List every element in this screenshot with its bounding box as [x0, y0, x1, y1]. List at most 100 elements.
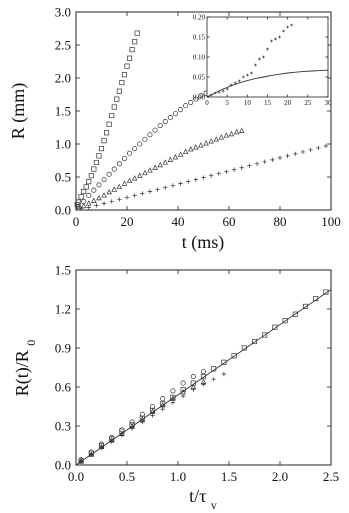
data-point-plus [282, 29, 286, 33]
data-point-circle [160, 396, 166, 402]
data-point-square [83, 184, 89, 190]
data-point-triangle [188, 146, 194, 152]
data-point-square [86, 179, 92, 185]
data-point-triangle [101, 192, 107, 198]
data-point-square [272, 324, 278, 330]
data-point-square [132, 39, 138, 45]
data-point-plus [247, 163, 252, 168]
data-point-triangle [208, 138, 214, 144]
data-point-plus [163, 185, 168, 190]
data-point-triangle [157, 161, 163, 168]
x-tick-label: 60 [223, 214, 236, 229]
data-point-square [292, 311, 298, 317]
data-point-circle [152, 127, 158, 133]
y-tick-label: 1.5 [55, 104, 71, 119]
data-point-triangle [142, 169, 148, 176]
data-point-plus [178, 181, 183, 186]
data-point-triangle [233, 128, 240, 135]
data-point-square [231, 353, 237, 359]
data-point-plus [262, 55, 265, 59]
bottom-plot-frame [75, 269, 332, 466]
data-point-plus [170, 183, 176, 188]
data-point-square [302, 303, 309, 309]
data-point-circle [157, 122, 163, 129]
data-point-triangle [239, 127, 245, 133]
data-point-square [91, 166, 97, 172]
y-tick-label: 3.0 [55, 5, 71, 20]
data-point-square [124, 63, 130, 69]
data-point-plus [193, 177, 199, 182]
data-point-circle [101, 177, 107, 183]
data-point-plus [286, 25, 290, 29]
data-point-circle [116, 161, 122, 167]
x-tick-label: 0.5 [119, 469, 135, 484]
data-point-plus [160, 406, 165, 412]
data-point-plus [140, 419, 145, 425]
data-point-plus [221, 89, 225, 93]
bottom-chart: 0.0 0.5 1.0 1.5 2.0 2.5 0.0 0.3 0.6 0.9 1.2 1.5 R(t… [12, 263, 339, 513]
data-point-square [134, 30, 140, 36]
data-point-square [104, 130, 110, 136]
data-point-plus [293, 151, 298, 157]
data-point-plus [221, 371, 227, 377]
data-point-circle [142, 136, 148, 142]
data-point-square [96, 153, 102, 159]
data-point-plus [231, 167, 237, 172]
data-point-triangle [228, 130, 235, 137]
y-tick-label: 0.10 [193, 54, 206, 62]
data-point-plus [290, 23, 294, 27]
x-tick-label: 20 [121, 214, 134, 229]
x-tick-label: 10 [244, 99, 252, 107]
data-point-triangle [111, 186, 118, 192]
data-point-triangle [116, 183, 123, 190]
data-point-square [88, 173, 94, 179]
data-point-plus [316, 145, 321, 151]
data-point-triangle [126, 177, 133, 184]
data-point-plus [78, 206, 84, 211]
data-point-square [111, 104, 117, 110]
data-point-plus [94, 203, 99, 208]
data-point-square [81, 188, 87, 195]
x-tick-label: 1.0 [170, 469, 186, 484]
y-tick-label: 0.5 [55, 170, 71, 185]
y-tick-label: 0.3 [55, 419, 71, 434]
data-point-square [114, 96, 120, 102]
data-point-circle [137, 141, 143, 147]
data-point-circle [96, 182, 102, 188]
y-tick-label: 0.6 [55, 380, 72, 395]
data-point-plus [216, 171, 221, 176]
data-point-triangle [198, 142, 204, 148]
x-tick-label: 20 [284, 99, 292, 107]
data-point-triangle [152, 164, 158, 170]
data-point-plus [300, 149, 306, 155]
x-tick-label: 80 [274, 214, 287, 229]
data-point-square [106, 121, 112, 127]
data-point-plus [186, 179, 191, 184]
data-point-square [221, 359, 227, 365]
inset-data-layer [206, 23, 329, 98]
data-point-circle [132, 146, 138, 152]
data-point-triangle [147, 167, 153, 173]
axis-label-subscript: 0 [24, 340, 38, 346]
x-tick-label: 40 [172, 214, 185, 229]
data-point-plus [191, 387, 196, 392]
data-point-square [323, 289, 329, 295]
fit-line [206, 69, 329, 98]
data-point-triangle [193, 144, 199, 150]
inset-chart: 0 5 10 15 20 25 30 0.00 0.05 0.10 0.15 0.20 [193, 14, 332, 108]
data-point-square [93, 159, 99, 166]
data-point-triangle [80, 202, 87, 209]
data-point-square [126, 55, 133, 61]
data-point-circle [200, 368, 207, 374]
data-point-circle [190, 374, 196, 380]
data-point-plus [274, 37, 277, 41]
x-tick-label: 0.0 [68, 469, 84, 484]
data-point-triangle [121, 180, 128, 186]
bottom-data-layer [75, 289, 332, 466]
data-point-triangle [131, 175, 138, 181]
data-point-plus [241, 75, 245, 79]
data-point-circle [183, 103, 189, 109]
